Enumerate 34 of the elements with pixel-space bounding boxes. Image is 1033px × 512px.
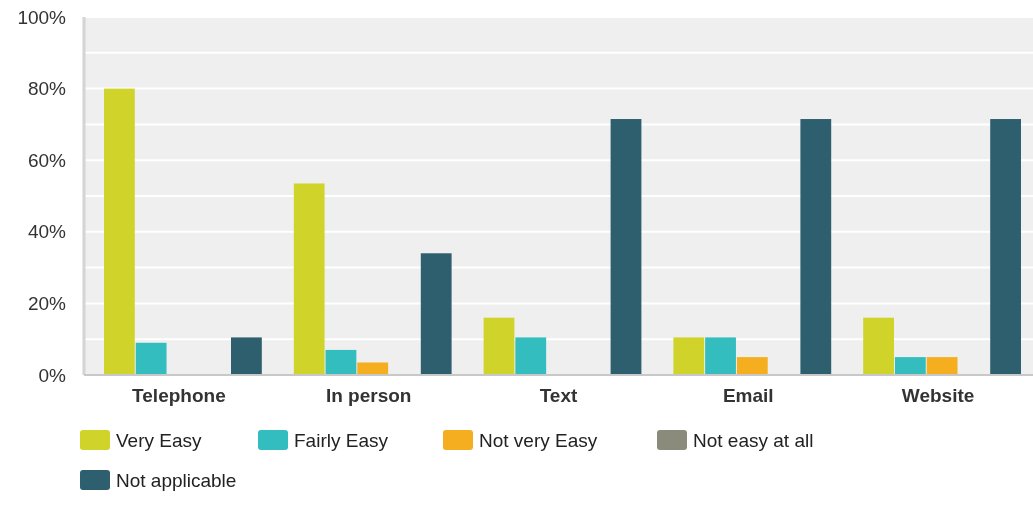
bar (135, 342, 167, 375)
bar (990, 119, 1021, 375)
bar (926, 357, 958, 375)
legend-label: Fairly Easy (294, 429, 389, 451)
bar (515, 337, 547, 375)
y-tick-label: 40% (27, 221, 67, 243)
bar (673, 337, 705, 375)
x-tick-label: Website (901, 385, 975, 406)
x-tick-label: Text (539, 385, 578, 406)
legend-label: Not easy at all (693, 429, 814, 451)
bar (610, 119, 642, 375)
bar (104, 88, 135, 375)
x-tick-label: Email (722, 385, 774, 406)
bar (705, 337, 736, 375)
y-tick-label: 0% (38, 364, 67, 386)
x-tick-label: In person (325, 385, 412, 406)
bar (420, 253, 452, 375)
bar (357, 362, 389, 375)
y-tick-label: 100% (17, 6, 67, 28)
bar (483, 317, 515, 375)
legend-label: Not applicable (116, 469, 237, 491)
bar (736, 357, 768, 375)
legend-label: Very Easy (116, 429, 203, 451)
bar (293, 183, 325, 375)
y-tick-label: 80% (27, 78, 67, 100)
bar (863, 317, 894, 375)
bar (325, 349, 357, 375)
legend-label: Not very Easy (479, 429, 598, 451)
y-tick-label: 20% (27, 293, 67, 315)
y-tick-label: 60% (27, 149, 67, 171)
bar (800, 119, 832, 375)
bar (894, 357, 926, 375)
bar (231, 337, 262, 375)
x-tick-label: Telephone (132, 385, 226, 406)
